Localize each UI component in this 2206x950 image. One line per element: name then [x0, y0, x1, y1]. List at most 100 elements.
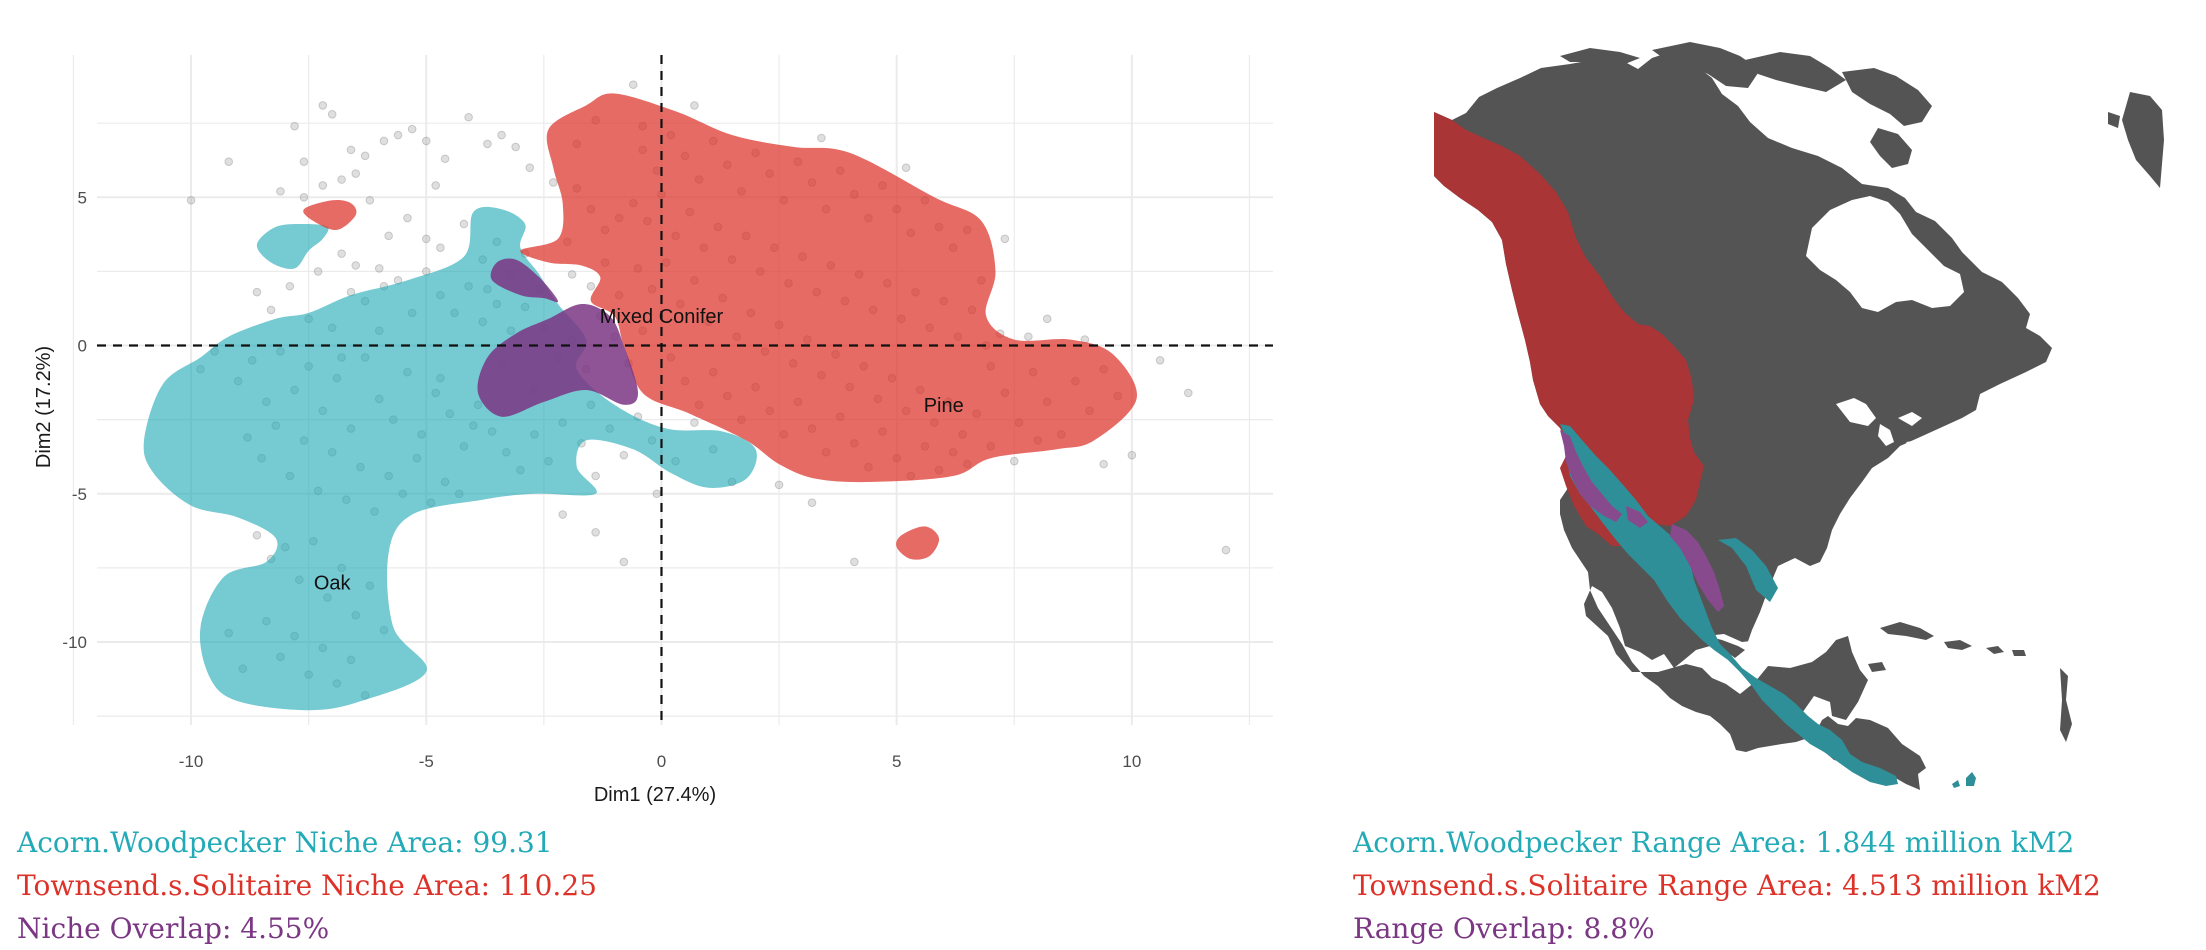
caribbean-islands [1868, 622, 2072, 742]
data-point [591, 528, 600, 537]
data-point [374, 264, 384, 273]
niche-plot: -10 -5 0 5 10 -10 -5 0 5 Mixed Conifer Pine Oak D… [33, 55, 1273, 806]
data-point [421, 136, 431, 146]
data-point [384, 231, 393, 241]
species2-range-area: Townsend.s.Solitaire Range Area: 4.513 m… [1353, 869, 2101, 902]
data-point [807, 498, 817, 507]
x-tick-label: -5 [419, 752, 434, 771]
acorn-woodpecker-range [1560, 424, 1898, 786]
data-point [591, 471, 600, 481]
data-point [360, 151, 370, 161]
townsends-solitaire-range [1434, 112, 1704, 546]
data-point [628, 80, 638, 89]
data-point [464, 112, 473, 122]
habitat-label: Pine [924, 395, 964, 417]
data-point [1009, 456, 1019, 466]
species2-niche-polygon [896, 526, 940, 560]
data-point [1024, 332, 1033, 341]
x-tick-label: 5 [892, 752, 901, 771]
data-point [483, 139, 492, 149]
reference-lines [97, 55, 1273, 725]
data-point [567, 270, 577, 279]
overlap-niche-polygon [477, 303, 638, 417]
species2-niche-area: Townsend.s.Solitaire Niche Area: 110.25 [17, 869, 597, 902]
data-point [774, 480, 784, 490]
data-point [1000, 234, 1010, 244]
data-point [313, 267, 323, 276]
species2-niche-polygon [303, 199, 357, 231]
data-point [690, 418, 699, 427]
gulf-cutout [1706, 620, 1770, 654]
data-point [299, 157, 309, 167]
y-tick-label: 5 [78, 188, 87, 207]
data-point [619, 557, 629, 567]
data-point [186, 195, 196, 205]
data-point [285, 281, 295, 291]
species1-niche-polygon [143, 206, 757, 711]
data-point [459, 219, 469, 229]
data-point [652, 489, 662, 499]
data-point [299, 193, 309, 202]
habitat-label: Mixed Conifer [600, 306, 724, 328]
data-point [379, 136, 389, 146]
data-point [1127, 450, 1137, 460]
data-point [346, 145, 356, 155]
y-axis-title: Dim2 (17.2%) [33, 346, 55, 468]
data-point [511, 142, 520, 152]
x-tick-label: -10 [179, 752, 204, 771]
range-map [1434, 42, 2164, 790]
species2-niche-polygon [520, 93, 1137, 483]
range-stats: Acorn.Woodpecker Range Area: 1.844 milli… [1353, 821, 2101, 950]
teal-islands [1952, 772, 1976, 788]
data-point [276, 187, 285, 196]
data-point [1155, 356, 1165, 365]
data-point [318, 181, 328, 190]
data-point [403, 213, 412, 223]
data-point [525, 163, 535, 172]
data-point [586, 281, 596, 291]
data-point [318, 101, 328, 110]
data-point [817, 133, 826, 143]
data-point [290, 121, 299, 131]
data-point [431, 181, 440, 190]
data-point [421, 234, 431, 244]
data-point [266, 305, 276, 315]
data-point [1099, 459, 1108, 469]
data-point [436, 243, 445, 252]
niche-overlap: Niche Overlap: 4.55% [17, 912, 330, 945]
data-point [619, 450, 629, 460]
data-point [351, 169, 361, 178]
data-point [1042, 314, 1052, 324]
data-point [548, 178, 558, 187]
niche-stats: Acorn.Woodpecker Niche Area: 99.31 Towns… [17, 821, 597, 950]
data-point [252, 530, 262, 540]
range-overlap-area [1560, 430, 1724, 612]
data-point [393, 130, 403, 140]
data-point [690, 101, 699, 110]
data-point [850, 557, 859, 567]
habitat-labels: Mixed Conifer Pine Oak [314, 306, 964, 595]
x-tick-label: 0 [657, 752, 666, 771]
x-tick-label: 10 [1122, 752, 1141, 771]
data-point [365, 195, 375, 205]
data-point [440, 154, 450, 164]
data-point [351, 261, 361, 270]
y-tick-label: 0 [78, 337, 87, 356]
data-point [558, 510, 567, 519]
data-point [337, 249, 346, 258]
data-point [1184, 388, 1193, 398]
y-tick-labels: -10 -5 0 5 [62, 188, 87, 652]
hudson-bay [1806, 196, 1964, 312]
y-tick-label: -10 [62, 633, 87, 652]
x-tick-labels: -10 -5 0 5 10 [179, 752, 1142, 771]
species1-range-area: Acorn.Woodpecker Range Area: 1.844 milli… [1353, 826, 2075, 859]
species1-niche-area: Acorn.Woodpecker Niche Area: 99.31 [17, 826, 553, 859]
data-point [497, 130, 506, 140]
species1-niche-polygon [256, 223, 329, 269]
data-point [1221, 545, 1231, 555]
x-axis-title: Dim1 (27.4%) [594, 784, 716, 806]
habitat-label: Oak [314, 573, 352, 595]
y-tick-label: -5 [72, 485, 87, 504]
data-point [407, 124, 417, 134]
